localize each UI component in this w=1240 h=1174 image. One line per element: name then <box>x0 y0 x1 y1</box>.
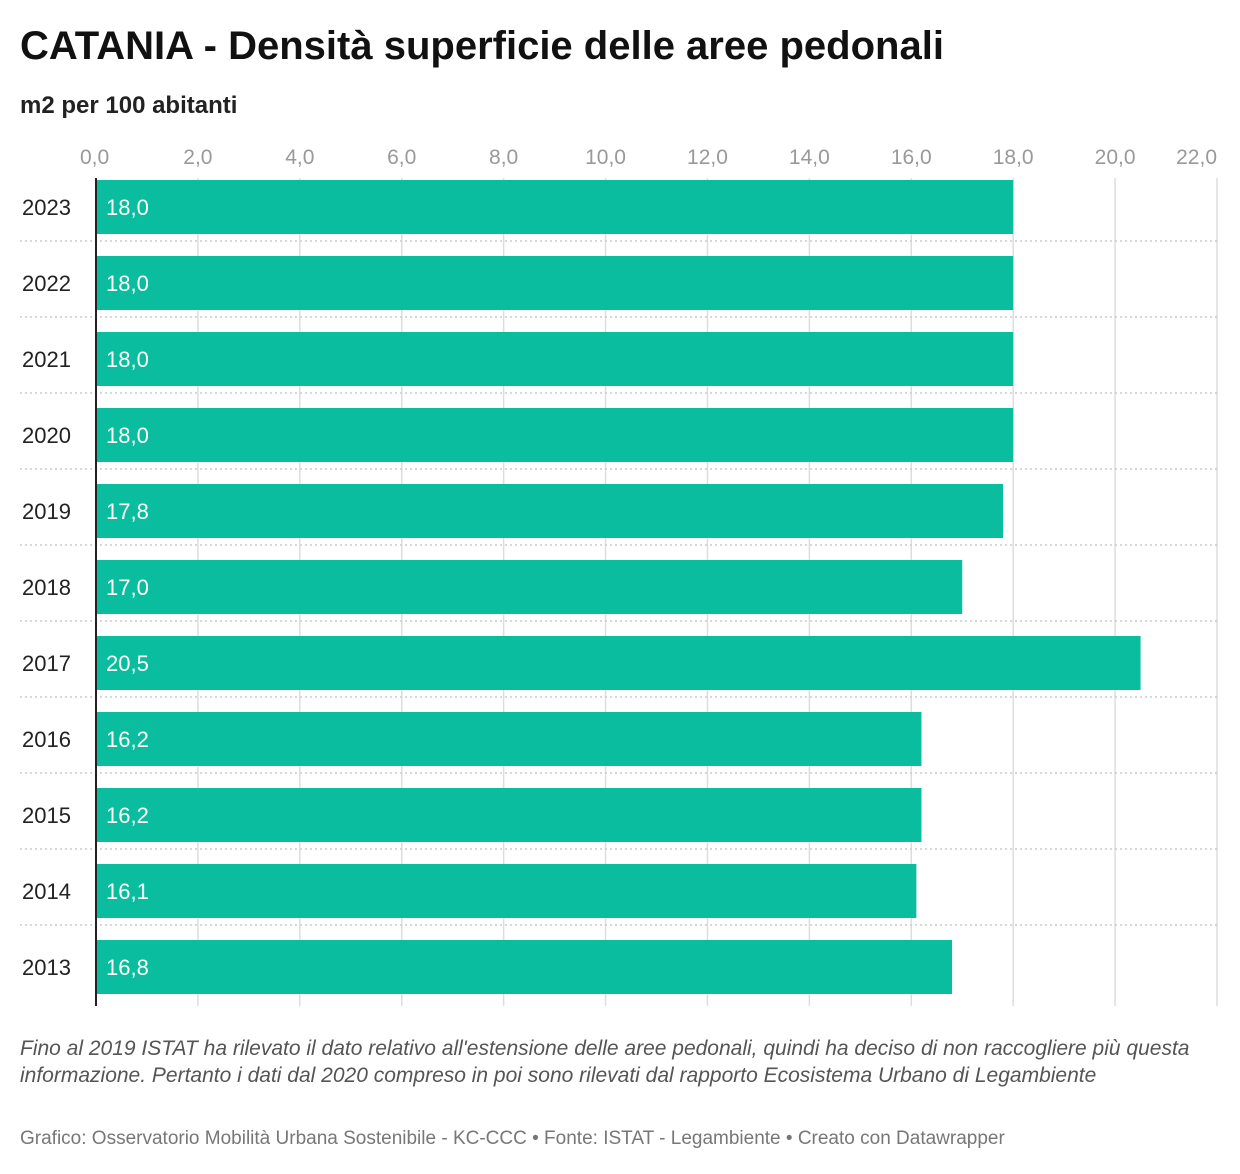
value-label: 18,0 <box>106 423 149 448</box>
category-label: 2019 <box>22 499 71 524</box>
bar <box>96 560 963 614</box>
category-label: 2013 <box>22 955 71 980</box>
value-label: 16,2 <box>106 727 149 752</box>
category-label: 2023 <box>22 195 71 220</box>
x-tick-label: 6,0 <box>387 146 416 169</box>
x-tick-label: 16,0 <box>891 146 932 169</box>
bar <box>96 712 922 766</box>
chart-title: CATANIA - Densità superficie delle aree … <box>20 24 944 68</box>
value-label: 16,8 <box>106 955 149 980</box>
bar <box>96 484 1003 538</box>
x-tick-label: 14,0 <box>789 146 830 169</box>
category-label: 2020 <box>22 423 71 448</box>
value-label: 18,0 <box>106 271 149 296</box>
value-label: 16,2 <box>106 803 149 828</box>
x-tick-label: 22,0 <box>1176 146 1217 169</box>
chart-subtitle: m2 per 100 abitanti <box>20 92 238 119</box>
category-label: 2018 <box>22 575 71 600</box>
category-label: 2016 <box>22 727 71 752</box>
value-label: 17,8 <box>106 499 149 524</box>
bar <box>96 788 922 842</box>
category-label: 2015 <box>22 803 71 828</box>
chart-note: Fino al 2019 ISTAT ha rilevato il dato r… <box>20 1037 1190 1087</box>
chart-footer: Grafico: Osservatorio Mobilità Urbana So… <box>20 1128 1005 1149</box>
x-tick-label: 4,0 <box>285 146 314 169</box>
bar <box>96 180 1014 234</box>
x-tick-label: 2,0 <box>183 146 212 169</box>
bar-chart: 0,0 2,0 4,0 6,0 8,0 10,0 12,0 14,0 16,0 18,0 20,0 2… <box>20 146 1218 1006</box>
value-label: 20,5 <box>106 651 149 676</box>
bar <box>96 864 917 918</box>
x-tick-label: 10,0 <box>585 146 626 169</box>
value-label: 18,0 <box>106 347 149 372</box>
bar <box>96 332 1014 386</box>
category-label: 2017 <box>22 651 71 676</box>
category-label: 2014 <box>22 879 71 904</box>
value-label: 16,1 <box>106 879 149 904</box>
bar <box>96 408 1014 462</box>
x-tick-label: 0,0 <box>80 146 109 169</box>
x-tick-label: 8,0 <box>489 146 518 169</box>
value-label: 17,0 <box>106 575 149 600</box>
bar <box>96 636 1141 690</box>
x-tick-label: 20,0 <box>1095 146 1136 169</box>
category-label: 2022 <box>22 271 71 296</box>
value-label: 18,0 <box>106 195 149 220</box>
bar <box>96 940 953 994</box>
bar <box>96 256 1014 310</box>
x-tick-label: 18,0 <box>993 146 1034 169</box>
category-label: 2021 <box>22 347 71 372</box>
x-tick-label: 12,0 <box>687 146 728 169</box>
